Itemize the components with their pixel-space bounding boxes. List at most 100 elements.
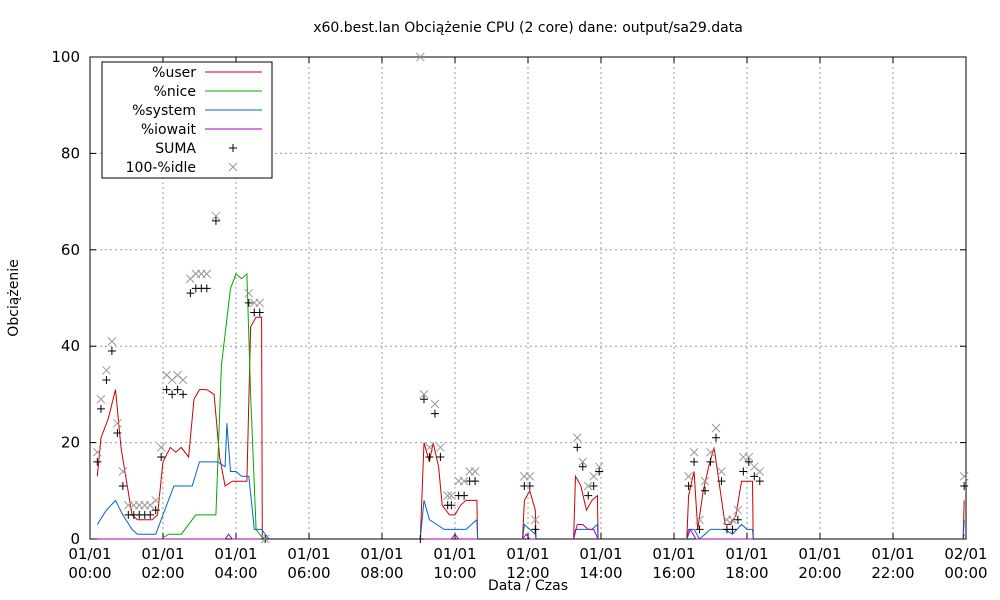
x-tick-time: 02:00 (141, 564, 184, 582)
point-100-idle (211, 211, 221, 221)
y-tick-label: 80 (61, 144, 80, 162)
x-tick-date: 01/01 (798, 545, 841, 563)
point-100-idle (419, 390, 429, 399)
point-100-idle (96, 394, 106, 404)
series-line-iowait (420, 533, 477, 540)
x-tick-date: 01/01 (506, 545, 549, 563)
point-suma (695, 525, 704, 534)
series-line-user (96, 316, 263, 540)
point-100-idle (430, 399, 440, 409)
series-user (96, 316, 965, 540)
point-100-idle (92, 447, 102, 457)
x-axis-label: Data / Czas (488, 578, 568, 594)
series-system (96, 423, 965, 540)
point-100-idle (717, 467, 726, 476)
point-suma (113, 428, 122, 437)
point-100-idle (415, 52, 425, 62)
legend-swatch-suma (229, 144, 237, 152)
x-tick-time: 06:00 (287, 564, 330, 582)
point-suma (690, 457, 699, 466)
x-tick-date: 01/01 (579, 545, 622, 563)
point-100-idle (446, 491, 456, 500)
x-tick-date: 01/01 (652, 545, 695, 563)
point-100-idle (244, 288, 254, 298)
point-100-idle (255, 298, 265, 308)
point-suma (425, 453, 434, 462)
point-suma (460, 491, 469, 500)
point-100-idle (583, 481, 593, 491)
series-line-nice (97, 272, 269, 540)
series-line-system (522, 523, 537, 540)
series-line-iowait (686, 528, 753, 540)
point-suma (244, 298, 253, 307)
x-tick-time: 12:00 (506, 564, 549, 582)
point-suma (173, 385, 182, 394)
x-tick-time: 20:00 (798, 564, 841, 582)
point-suma (525, 481, 534, 490)
series-line-user (573, 474, 599, 540)
series-line-system (573, 523, 599, 540)
point-100-idle (728, 515, 737, 525)
point-100-idle (572, 433, 582, 443)
point-100-idle (202, 269, 212, 279)
y-tick-label: 100 (51, 48, 80, 66)
point-100-idle (113, 418, 122, 428)
point-suma (531, 525, 540, 534)
point-100-idle (695, 515, 704, 525)
point-100-idle (178, 375, 188, 385)
point-suma (211, 216, 220, 225)
point-suma (102, 375, 111, 384)
y-axis-ticks: 0 20 40 60 80 100 (51, 48, 966, 548)
point-suma (684, 481, 693, 490)
point-100-idle (700, 476, 710, 486)
x-tick-time: 00:00 (944, 564, 987, 582)
point-100-idle (684, 471, 693, 481)
point-100-idle (733, 505, 743, 515)
point-100-idle (102, 365, 111, 375)
y-tick-label: 20 (61, 434, 80, 452)
point-suma (93, 457, 102, 466)
series-line-iowait (962, 534, 965, 540)
x-tick-date: 01/01 (68, 545, 111, 563)
point-100-idle (755, 467, 765, 476)
x-tick-time: 22:00 (871, 564, 914, 582)
point-suma (255, 308, 264, 317)
point-suma (584, 491, 593, 500)
x-tick-time: 08:00 (360, 564, 403, 582)
series-iowait (97, 524, 965, 540)
point-suma (430, 409, 439, 418)
point-suma (717, 477, 726, 486)
x-tick-time: 14:00 (579, 564, 622, 582)
x-tick-time: 16:00 (652, 564, 695, 582)
point-suma (96, 404, 105, 413)
point-suma (107, 347, 116, 356)
point-suma (750, 472, 759, 481)
y-tick-label: 0 (70, 530, 80, 548)
point-100-idle (107, 337, 117, 346)
x-axis-ticks: 01/0100:0001/0102:0001/0104:0001/0106:00… (68, 57, 988, 582)
series-nice (97, 272, 269, 540)
point-100-idle (589, 471, 599, 481)
series-line-iowait (522, 533, 536, 540)
legend-label-suma: SUMA (155, 141, 196, 157)
legend-label-system: %system (132, 103, 196, 119)
point-100-idle (689, 447, 699, 457)
point-100-idle (706, 447, 715, 457)
point-suma (179, 390, 188, 399)
point-suma (755, 477, 764, 486)
point-suma (706, 457, 715, 466)
point-suma (436, 453, 445, 462)
x-tick-date: 01/01 (141, 545, 184, 563)
y-axis-label: Obciążenie (6, 259, 22, 336)
x-tick-time: 10:00 (433, 564, 476, 582)
legend-box (101, 61, 273, 179)
point-suma (701, 486, 710, 495)
point-100-idle (525, 471, 535, 481)
series-line-system (419, 500, 479, 540)
point-100-idle (118, 467, 128, 476)
point-suma (146, 510, 155, 519)
x-tick-date: 01/01 (725, 545, 768, 563)
x-tick-date: 01/01 (871, 545, 914, 563)
series-suma (93, 144, 969, 543)
